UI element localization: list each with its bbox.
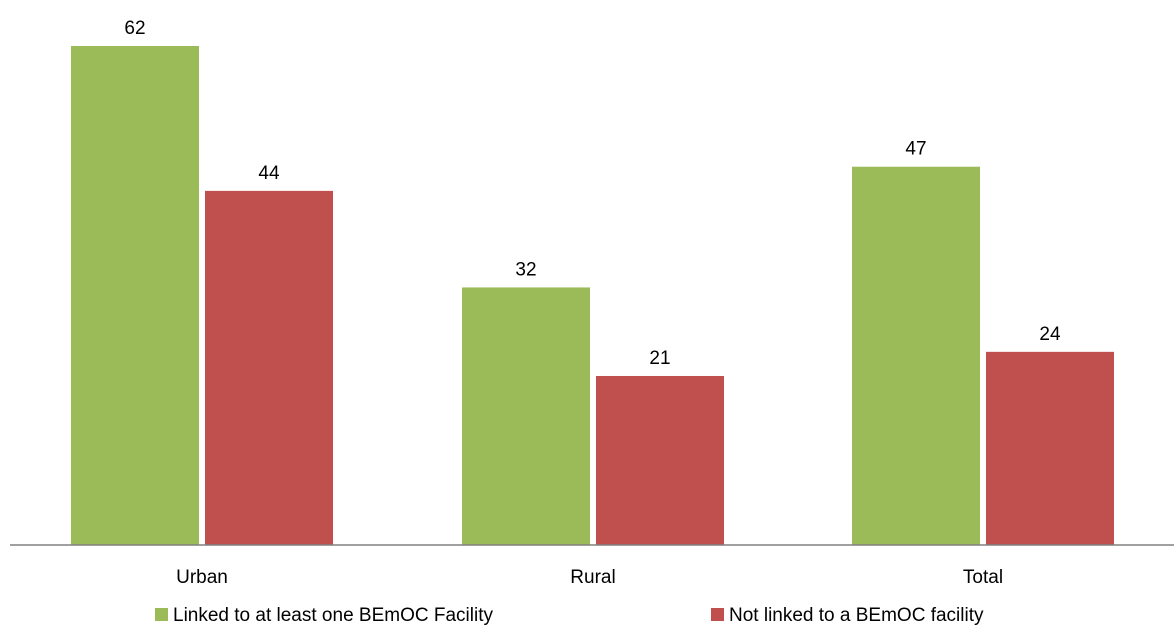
legend-swatch-series-2 (711, 608, 724, 621)
category-label-urban: Urban (176, 567, 228, 588)
legend-item-series-1: Linked to at least one BEmOC Facility (155, 605, 493, 626)
data-label-total-series-1: 47 (905, 139, 926, 160)
legend-swatch-series-1 (155, 608, 168, 621)
data-labels-layer: 62 44 32 21 47 24 (124, 18, 1061, 369)
bar-urban-series-2 (205, 190, 333, 545)
bar-total-series-2 (986, 351, 1114, 545)
data-label-rural-series-2: 21 (649, 348, 670, 369)
data-label-urban-series-1: 62 (124, 18, 145, 39)
data-label-rural-series-1: 32 (515, 259, 536, 280)
bars-layer (71, 46, 1114, 545)
legend-item-series-2: Not linked to a BEmOC facility (711, 605, 984, 626)
category-label-total: Total (963, 567, 1003, 588)
data-label-urban-series-2: 44 (258, 163, 280, 184)
bar-total-series-1 (852, 166, 980, 545)
bar-urban-series-1 (71, 46, 199, 545)
legend-label-series-1: Linked to at least one BEmOC Facility (173, 605, 493, 626)
legend-label-series-2: Not linked to a BEmOC facility (729, 605, 984, 626)
bar-rural-series-2 (596, 375, 724, 545)
data-label-total-series-2: 24 (1039, 324, 1061, 345)
category-labels-layer: Urban Rural Total (176, 567, 1003, 588)
category-label-rural: Rural (570, 567, 615, 588)
legend: Linked to at least one BEmOC Facility Not… (155, 605, 984, 626)
bar-rural-series-1 (462, 287, 590, 545)
